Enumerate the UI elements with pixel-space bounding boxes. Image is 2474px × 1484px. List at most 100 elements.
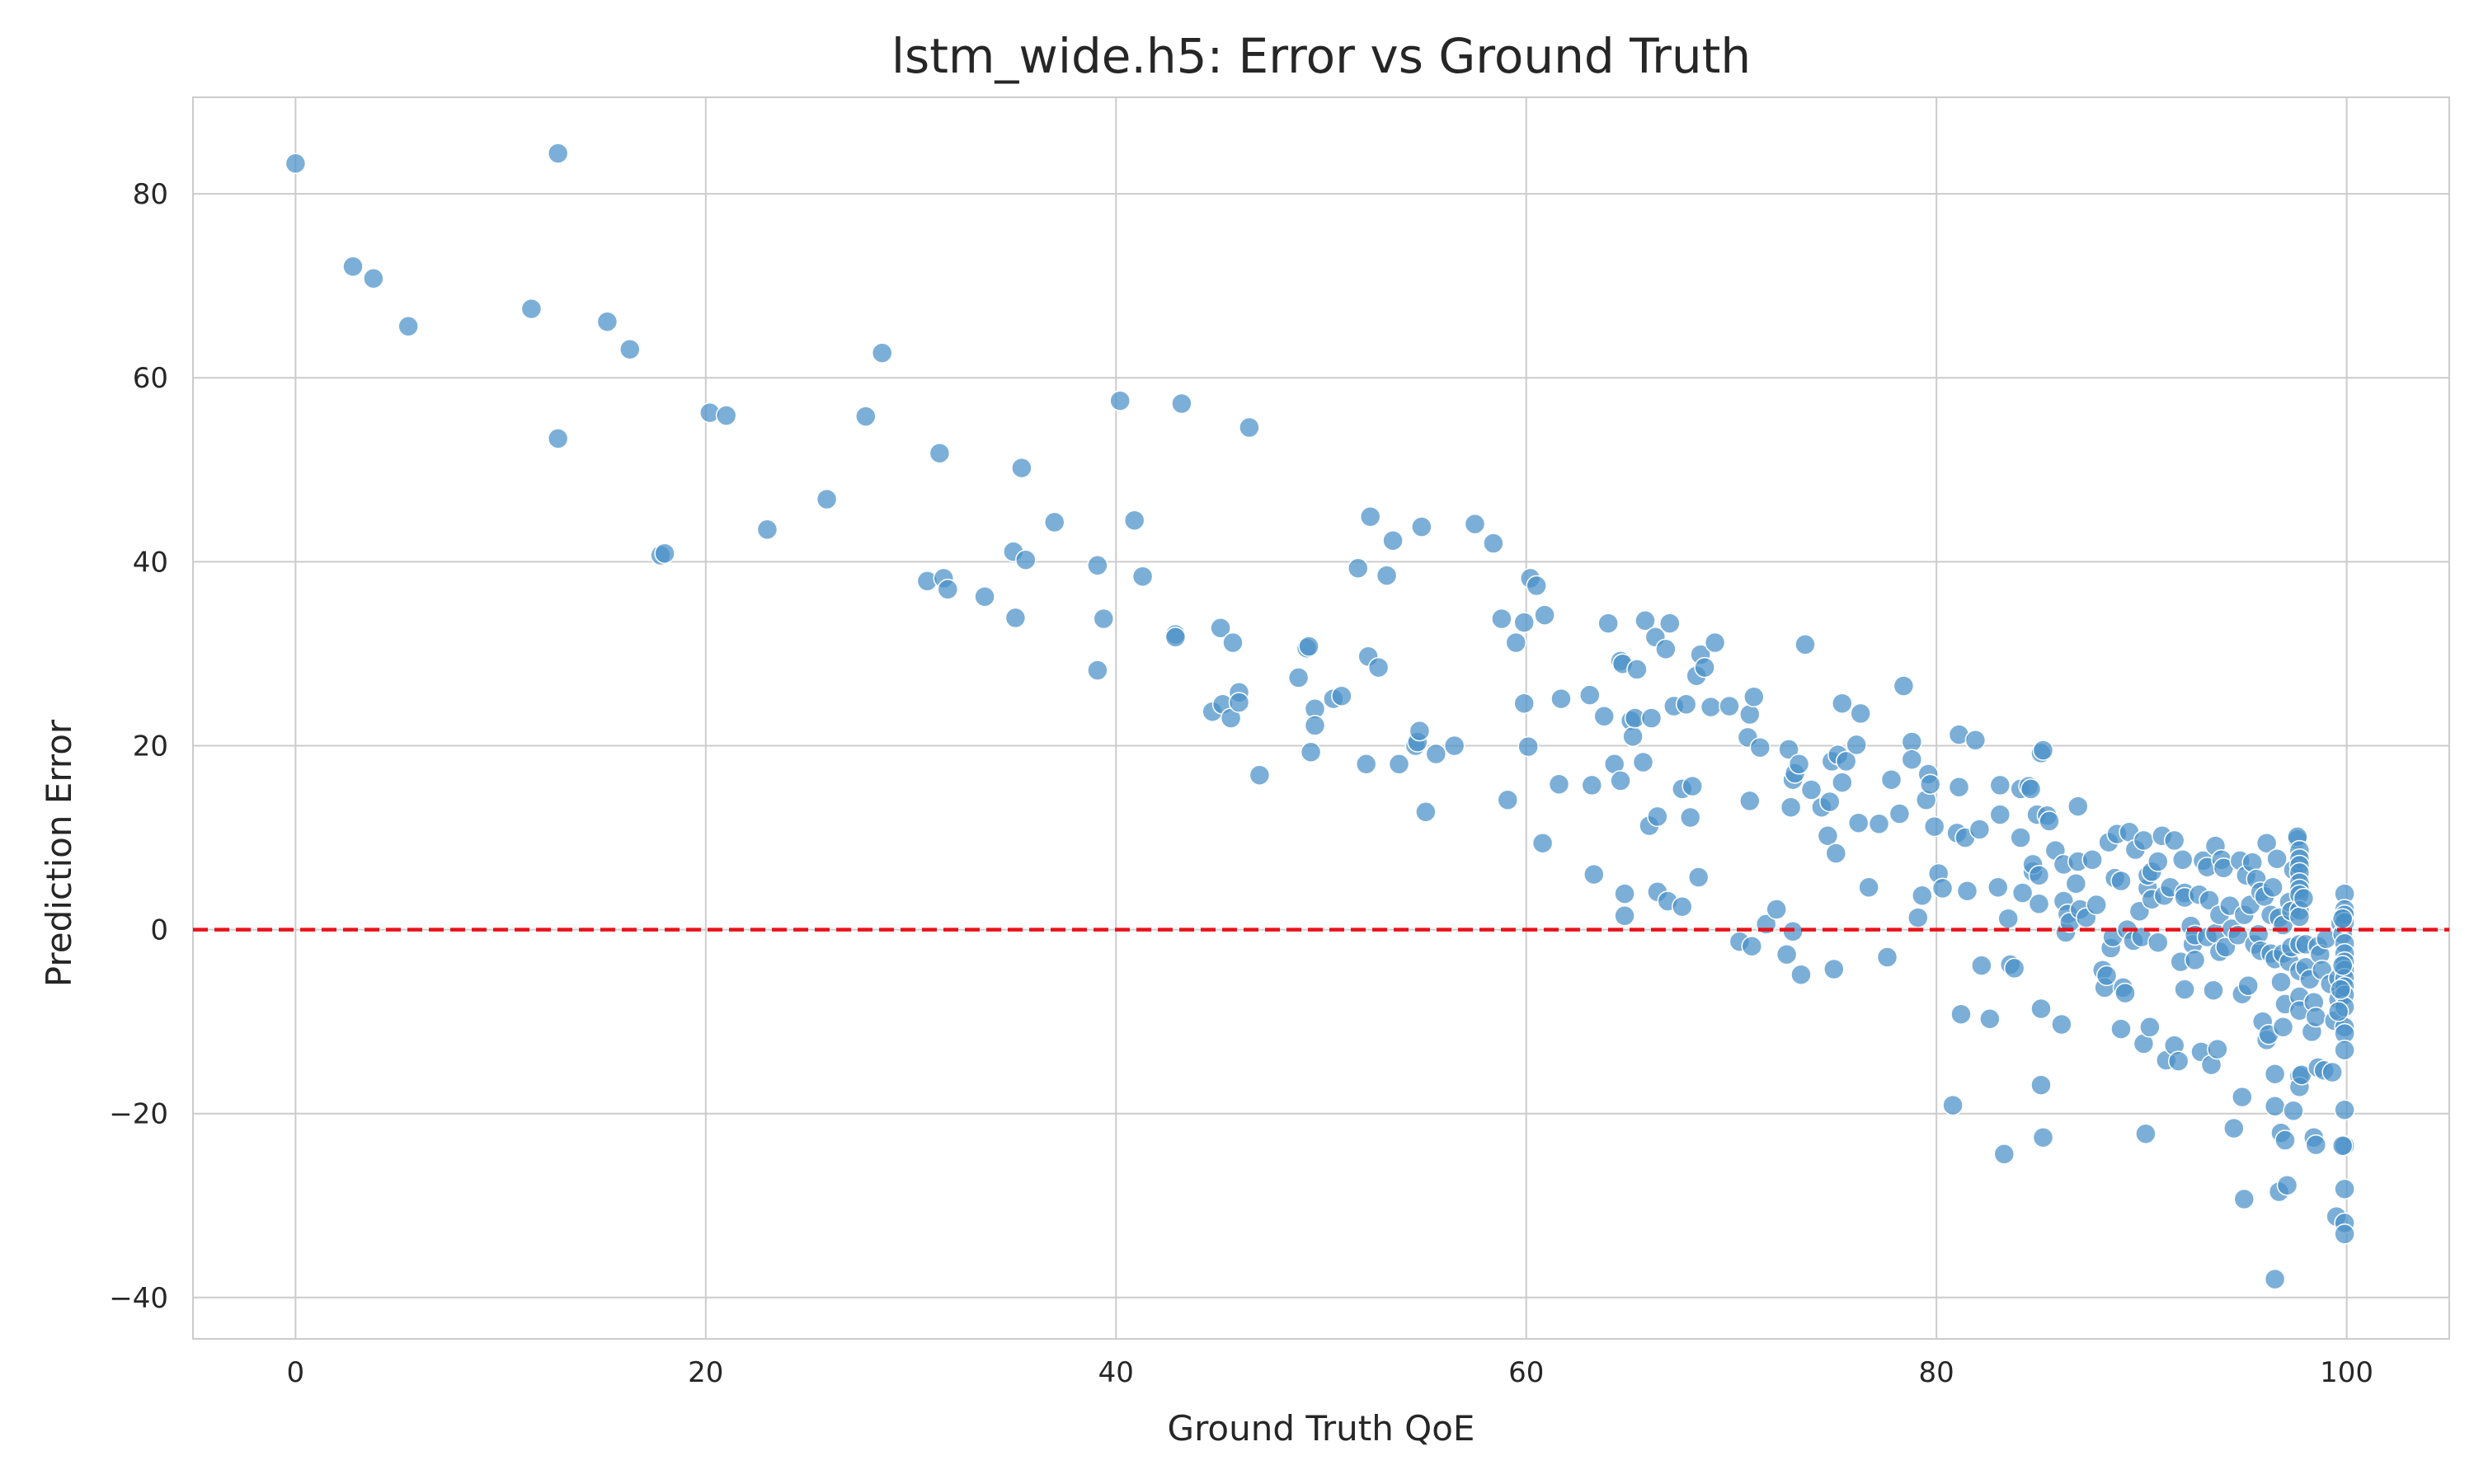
data-point: [2010, 827, 2031, 848]
data-point: [1634, 610, 1656, 632]
data-point: [1817, 825, 1839, 847]
data-point: [2030, 998, 2052, 1020]
data-point: [1004, 607, 1027, 629]
data-point: [2028, 893, 2050, 915]
data-point: [1739, 703, 1761, 726]
data-point: [619, 338, 641, 360]
x-tick-label: 60: [1508, 1356, 1544, 1389]
data-point: [1850, 702, 1871, 725]
data-point: [1950, 1003, 1972, 1025]
data-point: [2305, 1134, 2327, 1156]
data-point: [1513, 612, 1535, 633]
data-point: [1790, 964, 1812, 985]
data-point: [1993, 1144, 2015, 1165]
data-point: [2167, 1050, 2189, 1072]
data-point: [1832, 772, 1853, 793]
x-tick-label: 80: [1919, 1356, 1954, 1389]
data-point: [1388, 754, 1410, 775]
data-point: [1778, 739, 1799, 760]
data-point: [1491, 608, 1512, 630]
data-point: [2020, 778, 2042, 800]
data-point: [1531, 832, 1554, 854]
data-point: [547, 428, 569, 449]
data-point: [929, 442, 951, 464]
data-point: [285, 153, 307, 175]
data-point: [2233, 1188, 2255, 1210]
data-point: [2276, 1174, 2298, 1196]
data-point: [1164, 627, 1187, 648]
data-point: [1888, 803, 1911, 824]
data-point: [1794, 634, 1816, 655]
data-point: [1800, 779, 1823, 801]
data-point: [1425, 743, 1447, 765]
y-axis-title: Prediction Error: [39, 719, 79, 987]
data-point: [1893, 675, 1915, 697]
data-point: [1948, 776, 1970, 798]
data-point: [2147, 932, 2169, 953]
data-point: [1411, 516, 1432, 538]
data-point: [1901, 749, 1923, 770]
data-point: [2327, 1001, 2349, 1022]
x-tick-label: 20: [688, 1356, 723, 1389]
data-point: [1739, 790, 1761, 812]
data-point: [520, 298, 543, 320]
data-point: [2174, 979, 2195, 1000]
data-point: [654, 542, 675, 565]
data-point: [2331, 1134, 2354, 1157]
data-point: [1868, 813, 1890, 835]
data-point: [2334, 1178, 2355, 1200]
data-point: [1367, 656, 1390, 679]
data-point: [1300, 741, 1322, 763]
data-point: [1483, 533, 1504, 554]
data-point: [974, 585, 995, 608]
data-point: [1610, 770, 1631, 791]
data-point: [2032, 1126, 2054, 1148]
data-point: [342, 256, 364, 278]
data-point: [2255, 832, 2278, 854]
data-point: [2293, 887, 2315, 909]
data-point: [1550, 688, 1572, 710]
x-tick-label: 0: [287, 1356, 305, 1389]
data-point: [1907, 907, 1929, 928]
data-point: [1681, 775, 1703, 797]
data-point: [2288, 906, 2311, 928]
data-point: [2032, 740, 2054, 761]
data-point: [1579, 684, 1601, 706]
data-point: [1835, 750, 1857, 773]
data-point: [1043, 511, 1065, 533]
data-point: [1880, 768, 1903, 791]
data-point: [2147, 851, 2169, 872]
data-point: [1846, 734, 1867, 756]
data-point: [2331, 908, 2354, 929]
data-point: [2184, 949, 2206, 971]
data-point: [1210, 617, 1231, 639]
data-point: [397, 316, 419, 337]
y-tick-label: 80: [133, 178, 168, 211]
data-point: [1304, 715, 1326, 736]
data-point: [2334, 1099, 2355, 1120]
data-point: [816, 488, 838, 510]
data-point: [1694, 656, 1715, 679]
data-point: [1640, 707, 1663, 729]
data-point: [1359, 505, 1381, 528]
data-point: [1858, 876, 1879, 899]
data-point: [1382, 529, 1404, 552]
data-point: [1964, 730, 1987, 751]
data-point: [2223, 1117, 2245, 1139]
data-point: [1956, 880, 1978, 902]
data-point: [1376, 565, 1398, 586]
data-point: [2264, 1063, 2286, 1085]
data-point: [2264, 1268, 2286, 1290]
data-point: [547, 143, 569, 164]
data-point: [2081, 849, 2103, 871]
data-point: [1614, 905, 1635, 927]
data-point: [2003, 957, 2025, 979]
data-point: [1632, 751, 1654, 773]
data-point: [1766, 899, 1787, 920]
data-point: [1093, 608, 1115, 630]
x-tick-labels: 0 20 40 60 80 100: [287, 1356, 2374, 1389]
data-point: [1415, 801, 1437, 823]
data-point: [855, 406, 877, 427]
data-point: [2270, 971, 2292, 993]
data-point: [1593, 706, 1615, 727]
